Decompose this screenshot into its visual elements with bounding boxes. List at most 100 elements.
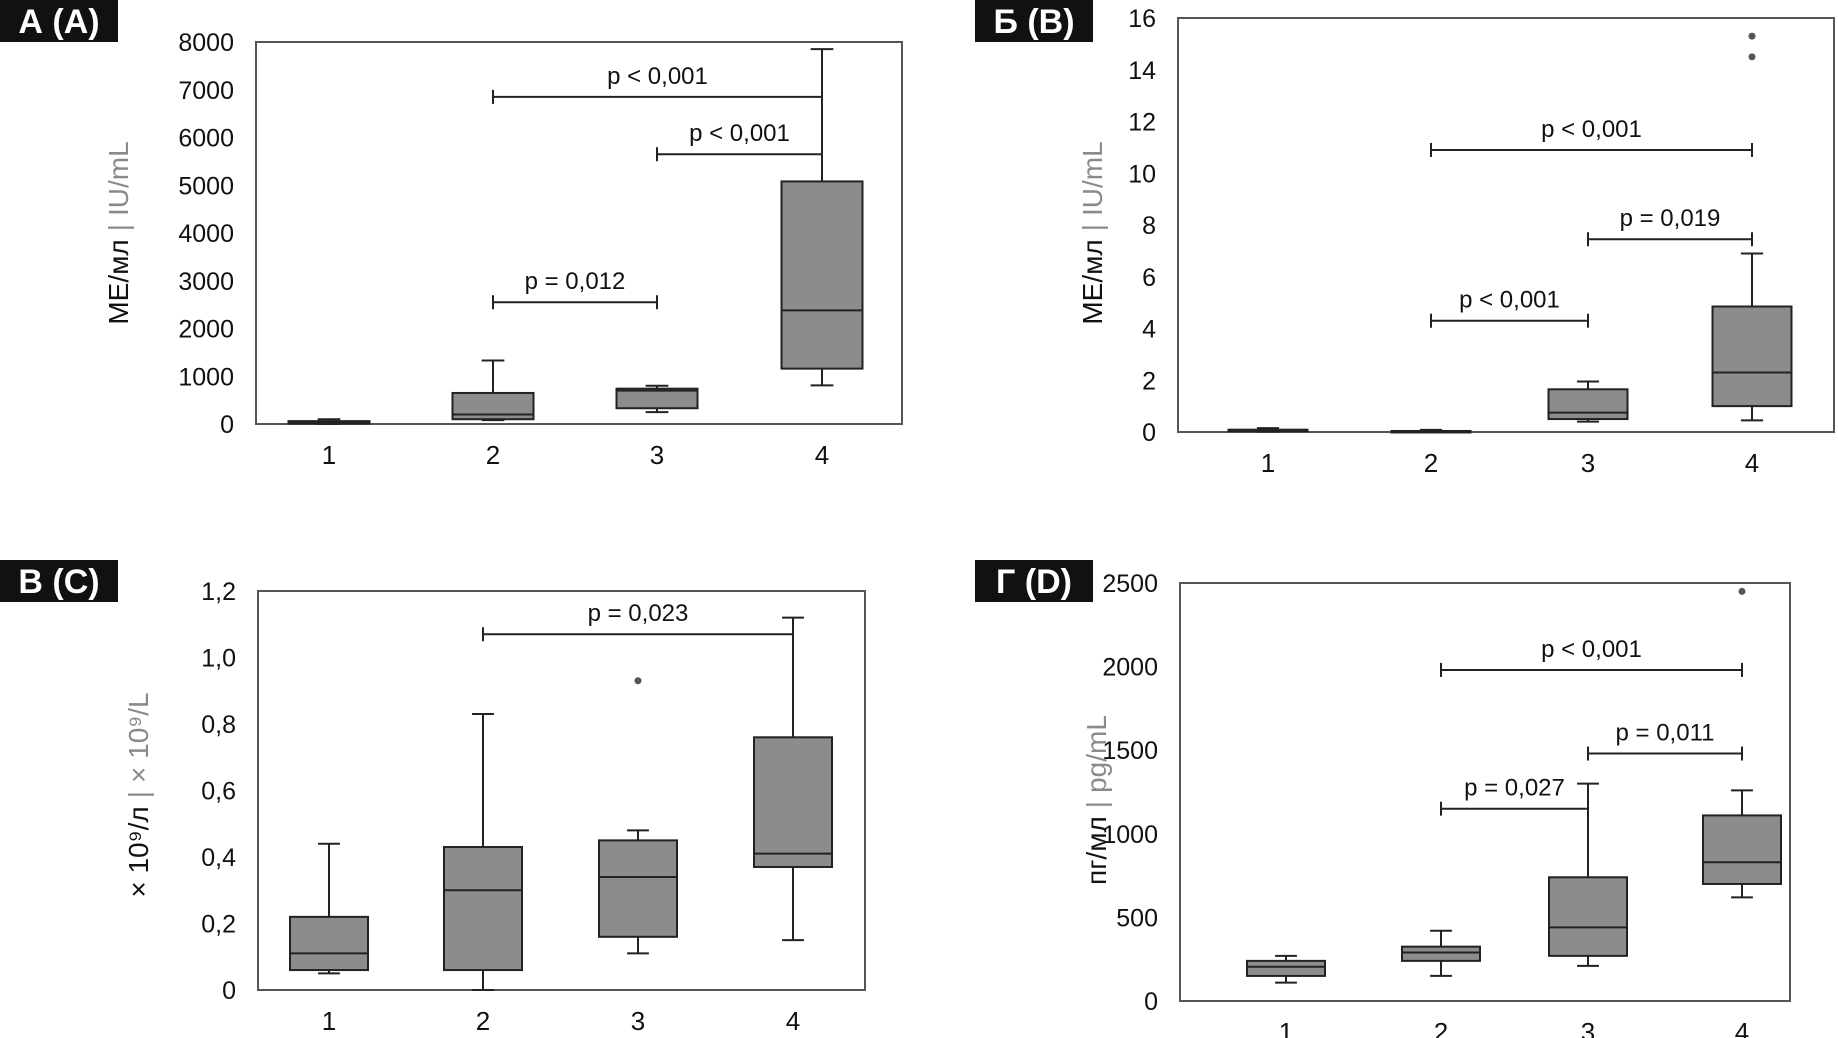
y-tick-label: 3000 bbox=[178, 268, 234, 296]
y-axis-label-ru: МЕ/мл bbox=[1077, 239, 1108, 324]
panel-c: В (C)00,20,40,60,81,01,21 2 3 4× 10⁹/л|× 10… bbox=[0, 560, 866, 1036]
box-iqr bbox=[753, 736, 833, 868]
y-tick-label: 500 bbox=[1116, 904, 1158, 932]
significance-label: p < 0,001 bbox=[1459, 287, 1560, 314]
significance-label: p < 0,001 bbox=[1541, 116, 1642, 143]
box-iqr bbox=[1702, 814, 1782, 885]
y-axis-label-separator: | bbox=[1077, 224, 1108, 231]
y-tick-label: 16 bbox=[1128, 5, 1156, 33]
y-tick-label: 8000 bbox=[178, 29, 234, 57]
y-axis-label-ru: МЕ/мл bbox=[103, 239, 134, 324]
box-iqr bbox=[1547, 388, 1629, 421]
y-tick-label: 0 bbox=[1142, 419, 1156, 447]
x-category-label: 2 bbox=[486, 440, 500, 470]
y-tick-label: 0,4 bbox=[201, 844, 236, 872]
y-tick-label: 0,6 bbox=[201, 778, 236, 806]
plot-frame bbox=[1179, 582, 1791, 1002]
y-tick-label: 1500 bbox=[1102, 737, 1158, 765]
panel-a: А (A) 0 1000 2000 3000 4000 5000 6000 7000 8000 1 2… bbox=[0, 0, 903, 470]
plot-frame bbox=[1177, 17, 1835, 433]
x-category-label: 2 bbox=[1424, 448, 1438, 478]
y-axis-label-en: IU/mL bbox=[103, 141, 134, 216]
significance-label: p < 0,001 bbox=[607, 63, 708, 90]
outlier-point bbox=[1748, 32, 1756, 40]
y-axis-label: × 10⁹/л | × 10⁹/L bbox=[123, 692, 154, 897]
outlier-point bbox=[1738, 587, 1746, 595]
outlier-point bbox=[634, 677, 642, 685]
y-axis-label-separator: | bbox=[1081, 801, 1112, 808]
y-axis-label: МЕ/мл | IU/mL bbox=[103, 141, 134, 324]
x-category-label: 3 bbox=[631, 1006, 645, 1036]
y-tick-label: 10 bbox=[1128, 160, 1156, 188]
box-iqr bbox=[289, 915, 369, 972]
box-iqr bbox=[1548, 876, 1628, 957]
y-tick-label: 8 bbox=[1142, 212, 1156, 240]
x-category-label: 1 bbox=[322, 440, 336, 470]
panel-label: А (A) bbox=[18, 3, 99, 41]
panel-d: Г (D) 0 500 1000 1500 2000 2500 1 2 3 4 пг/мл | pg/mL… bbox=[975, 560, 1791, 1038]
y-tick-label: 6 bbox=[1142, 264, 1156, 292]
x-category-label: 2 bbox=[1434, 1017, 1448, 1038]
x-category-label: 4 bbox=[815, 440, 829, 470]
y-tick-label: 1000 bbox=[178, 363, 234, 391]
y-tick-label: 1,2 bbox=[201, 578, 236, 606]
significance-label: p < 0,001 bbox=[689, 120, 790, 147]
y-axis-label-ru: × 10⁹/л bbox=[123, 806, 154, 897]
panel-tag-background bbox=[975, 560, 1093, 602]
panel-label: Г (D) bbox=[996, 563, 1072, 601]
plot-frame bbox=[257, 590, 866, 991]
box-iqr bbox=[780, 180, 864, 370]
y-axis-label-separator: | bbox=[103, 224, 134, 231]
x-category-label: 1 bbox=[322, 1006, 336, 1036]
panel-tag-background bbox=[0, 0, 118, 42]
box-iqr bbox=[1401, 945, 1481, 962]
y-axis-label-en: IU/mL bbox=[1077, 141, 1108, 216]
y-tick-label: 6000 bbox=[178, 125, 234, 153]
y-tick-label: 2000 bbox=[1102, 654, 1158, 682]
significance-label: p = 0,012 bbox=[525, 268, 626, 295]
y-axis-label-ru: пг/мл bbox=[1081, 816, 1112, 885]
significance-label: p = 0,023 bbox=[588, 600, 689, 627]
y-axis-label: МЕ/мл | IU/mL bbox=[1077, 141, 1108, 324]
y-tick-label: 2500 bbox=[1102, 570, 1158, 598]
significance-label: p < 0,001 bbox=[1541, 636, 1642, 663]
y-axis-label-separator: | bbox=[123, 791, 154, 798]
y-tick-label: 1,0 bbox=[201, 645, 236, 673]
panel-tag-background bbox=[975, 0, 1093, 42]
y-axis-label-en: pg/mL bbox=[1081, 715, 1112, 793]
box-iqr bbox=[443, 846, 523, 972]
box-iqr bbox=[598, 839, 678, 938]
y-tick-label: 4000 bbox=[178, 220, 234, 248]
significance-label: p = 0,011 bbox=[1616, 720, 1715, 747]
box-iqr bbox=[1711, 305, 1793, 408]
x-category-label: 1 bbox=[1279, 1017, 1293, 1038]
y-tick-label: 0 bbox=[1144, 988, 1158, 1016]
y-axis-label-en: × 10⁹/L bbox=[123, 692, 154, 783]
y-tick-label: 0 bbox=[220, 411, 234, 439]
panel-label: Б (B) bbox=[993, 3, 1074, 41]
y-axis-label: пг/мл | pg/mL bbox=[1081, 715, 1112, 885]
y-tick-label: 1000 bbox=[1102, 821, 1158, 849]
y-tick-label: 14 bbox=[1128, 57, 1156, 85]
y-tick-label: 12 bbox=[1128, 109, 1156, 137]
y-tick-label: 5000 bbox=[178, 172, 234, 200]
x-category-label: 4 bbox=[1745, 448, 1759, 478]
y-tick-label: 0,8 bbox=[201, 711, 236, 739]
x-category-label: 3 bbox=[1581, 1017, 1595, 1038]
significance-label: p = 0,019 bbox=[1620, 205, 1721, 232]
y-tick-label: 0 bbox=[222, 977, 236, 1005]
y-tick-label: 4 bbox=[1142, 316, 1156, 344]
y-tick-label: 7000 bbox=[178, 77, 234, 105]
x-category-label: 3 bbox=[1581, 448, 1595, 478]
y-tick-label: 2000 bbox=[178, 316, 234, 344]
y-tick-label: 2 bbox=[1142, 367, 1156, 395]
x-category-label: 4 bbox=[1735, 1017, 1749, 1038]
panel-tag-background bbox=[0, 560, 118, 602]
x-category-label: 2 bbox=[476, 1006, 490, 1036]
panel-label: В (C) bbox=[18, 563, 99, 601]
plot-frame bbox=[255, 41, 903, 425]
y-tick-label: 0,2 bbox=[201, 911, 236, 939]
box-iqr bbox=[1246, 959, 1326, 977]
